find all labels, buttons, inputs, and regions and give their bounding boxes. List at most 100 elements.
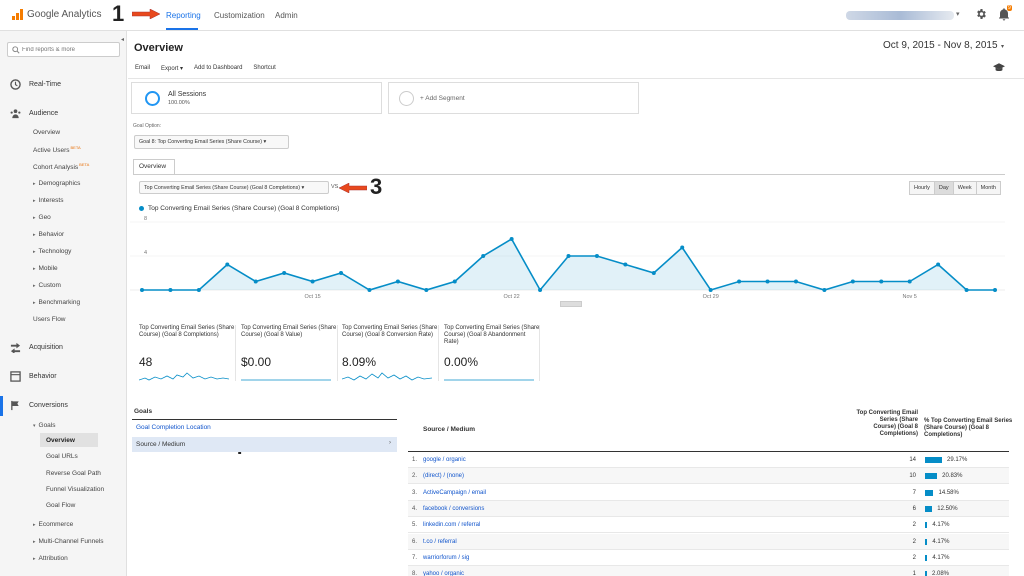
data-point[interactable] <box>168 288 173 292</box>
add-to-dashboard-button[interactable]: Add to Dashboard <box>194 65 243 71</box>
data-point[interactable] <box>680 245 685 250</box>
sidebar-funnel-visualization[interactable]: Funnel Visualization <box>46 486 105 493</box>
collapse-sidebar-icon[interactable]: ◂ <box>121 37 125 43</box>
sidebar-item-audience[interactable]: Audience <box>10 108 58 119</box>
sidebar-cohort-analysis[interactable]: Cohort AnalysisBETA <box>33 162 89 171</box>
data-point[interactable] <box>964 288 969 292</box>
account-caret-icon[interactable]: ▾ <box>956 11 960 18</box>
data-point[interactable] <box>196 288 201 292</box>
mortarboard-icon[interactable] <box>993 63 1005 72</box>
segment-all-sessions[interactable]: All Sessions 100.00% <box>131 82 382 114</box>
goal-completion-location-link[interactable]: Goal Completion Location <box>136 424 211 431</box>
scorecard-completions[interactable]: Top Converting Email Series (Share Cours… <box>139 325 235 382</box>
data-point[interactable] <box>793 279 798 284</box>
sidebar-benchmarking[interactable]: ▸ Benchmarking <box>33 299 80 306</box>
sidebar-reverse-goal-path[interactable]: Reverse Goal Path <box>46 470 101 477</box>
sidebar-item-realtime[interactable]: Real-Time <box>10 79 61 90</box>
data-point[interactable] <box>367 288 372 292</box>
data-point[interactable] <box>765 279 770 284</box>
shortcut-button[interactable]: Shortcut <box>253 65 276 71</box>
sidebar-goal-urls[interactable]: Goal URLs <box>46 453 78 460</box>
sidebar-ecommerce[interactable]: ▸ Ecommerce <box>33 521 73 528</box>
source-medium-link[interactable]: google / organic <box>423 457 466 463</box>
notifications-bell-icon[interactable] <box>998 8 1010 21</box>
source-medium-dimension[interactable]: Source / Medium › <box>132 437 397 452</box>
tab-admin[interactable]: Admin <box>275 11 298 20</box>
scorecard-abandonment-rate[interactable]: Top Converting Email Series (Share Cours… <box>444 325 540 382</box>
data-point[interactable] <box>850 279 855 284</box>
data-point[interactable] <box>594 254 599 258</box>
data-point[interactable] <box>395 279 400 284</box>
sidebar-goals[interactable]: ▾ Goals <box>33 422 56 429</box>
report-search[interactable] <box>7 42 120 57</box>
sidebar-attribution[interactable]: ▸ Attribution <box>33 555 68 562</box>
data-point[interactable] <box>993 288 997 292</box>
data-point[interactable] <box>936 262 941 267</box>
data-point[interactable] <box>339 271 344 275</box>
export-button[interactable]: Export ▾ <box>161 65 183 72</box>
email-button[interactable]: Email <box>135 65 151 71</box>
sidebar-multi-channel-funnels[interactable]: ▸ Multi-Channel Funnels <box>33 538 104 545</box>
gear-icon[interactable] <box>975 8 987 20</box>
source-medium-link[interactable]: (direct) / (none) <box>423 473 465 480</box>
add-segment-box[interactable]: + Add Segment <box>388 82 639 114</box>
sidebar-demographics[interactable]: ▸ Demographics <box>33 180 80 187</box>
google-analytics-logo[interactable]: Google Analytics <box>12 9 102 20</box>
data-point[interactable] <box>737 279 742 284</box>
data-point[interactable] <box>140 288 144 292</box>
sidebar-interests[interactable]: ▸ Interests <box>33 197 63 204</box>
scorecard-conversion-rate[interactable]: Top Converting Email Series (Share Cours… <box>342 325 438 382</box>
sidebar-item-acquisition[interactable]: Acquisition <box>10 342 63 353</box>
account-selector[interactable] <box>846 11 954 20</box>
data-point[interactable] <box>907 279 912 284</box>
week-button[interactable]: Week <box>952 181 977 195</box>
data-point[interactable] <box>481 254 486 258</box>
tab-customization[interactable]: Customization <box>214 11 265 20</box>
sidebar-audience-behavior[interactable]: ▸ Behavior <box>33 231 64 238</box>
table-header-completions[interactable]: Top Converting Email Series (Share Cours… <box>856 410 918 437</box>
goal-option-dropdown[interactable]: Goal 8: Top Converting Email Series (Sha… <box>134 135 289 149</box>
tab-reporting[interactable]: Reporting <box>166 11 201 20</box>
source-medium-link[interactable]: linkedin.com / referral <box>423 522 481 529</box>
sidebar-custom[interactable]: ▸ Custom <box>33 282 61 289</box>
hourly-button[interactable]: Hourly <box>909 181 935 195</box>
data-point[interactable] <box>253 279 258 284</box>
scorecard-value[interactable]: Top Converting Email Series (Share Cours… <box>241 325 337 382</box>
sidebar-technology[interactable]: ▸ Technology <box>33 248 71 255</box>
month-button[interactable]: Month <box>975 181 1001 195</box>
date-range-caret-icon[interactable]: ▾ <box>1001 44 1005 50</box>
sidebar-audience-overview[interactable]: Overview <box>33 129 61 136</box>
sidebar-item-conversions[interactable]: Conversions <box>10 400 68 411</box>
date-range-picker[interactable]: Oct 9, 2015 - Nov 8, 2015 <box>883 40 998 51</box>
data-point[interactable] <box>708 288 713 292</box>
data-point[interactable] <box>822 288 827 292</box>
sidebar-active-users[interactable]: Active UsersBETA <box>33 145 81 154</box>
day-button[interactable]: Day <box>933 181 954 195</box>
data-point[interactable] <box>452 279 457 284</box>
table-header-source-medium[interactable]: Source / Medium <box>423 426 476 433</box>
tab-overview[interactable]: Overview <box>133 159 175 174</box>
source-medium-link[interactable]: facebook / conversions <box>423 505 485 512</box>
metric-dropdown[interactable]: Top Converting Email Series (Share Cours… <box>139 181 329 194</box>
sidebar-geo[interactable]: ▸ Geo <box>33 214 51 221</box>
source-medium-link[interactable]: yahoo / organic <box>423 571 465 576</box>
sidebar-mobile[interactable]: ▸ Mobile <box>33 265 58 272</box>
data-point[interactable] <box>538 288 543 292</box>
sidebar-item-behavior[interactable]: Behavior <box>10 371 57 382</box>
chart-scroll-handle[interactable] <box>560 301 582 307</box>
data-point[interactable] <box>623 262 628 267</box>
source-medium-link[interactable]: t.co / referral <box>423 538 457 545</box>
search-input[interactable] <box>22 44 118 55</box>
compare-vs-link[interactable]: VS. <box>331 184 340 190</box>
data-point[interactable] <box>879 279 884 284</box>
source-medium-link[interactable]: ActiveCampaign / email <box>423 489 487 496</box>
data-point[interactable] <box>310 279 315 284</box>
source-medium-link[interactable]: warriorforum / sig <box>423 554 470 561</box>
data-point[interactable] <box>509 237 514 241</box>
data-point[interactable] <box>424 288 429 292</box>
data-point[interactable] <box>282 271 287 275</box>
sidebar-users-flow[interactable]: Users Flow <box>33 316 66 323</box>
data-point[interactable] <box>651 271 656 275</box>
sidebar-goal-flow[interactable]: Goal Flow <box>46 502 76 509</box>
table-header-percentage[interactable]: % Top Converting Email Series (Share Cou… <box>924 418 1013 438</box>
